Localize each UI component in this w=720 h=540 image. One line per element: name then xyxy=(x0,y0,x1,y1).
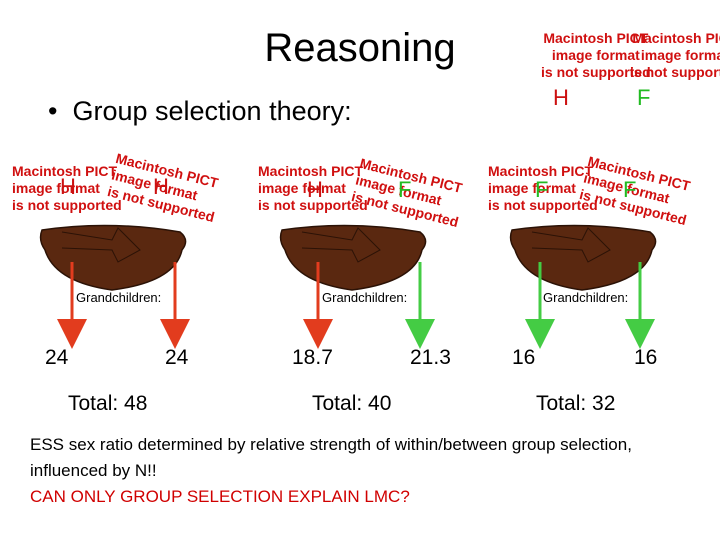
pict-placeholder-g1-a: Macintosh PICT image format is not support… xyxy=(12,163,122,213)
g2-letter-1: H xyxy=(307,177,323,202)
slide-title: Reasoning xyxy=(264,26,456,70)
g3-left-value: 16 xyxy=(512,346,536,369)
g3-letter-2: F xyxy=(623,177,637,202)
pict-placeholder-g2-a: Macintosh PICT image format is not support… xyxy=(258,163,368,213)
g1-total: Total: 48 xyxy=(68,392,148,415)
nest-group-2 xyxy=(279,224,435,349)
ess-statement: ESS sex ratio determined by relative str… xyxy=(30,435,632,480)
g3-letter-1: F xyxy=(535,177,549,202)
bullet-item: • Group selection theory: xyxy=(48,96,352,127)
bullet-text: Group selection theory: xyxy=(72,96,352,126)
g3-total: Total: 32 xyxy=(536,392,616,415)
nest-arrow-shape xyxy=(301,227,381,263)
g1-letter-2: H xyxy=(153,174,169,199)
g1-right-value: 24 xyxy=(165,346,189,369)
g2-grandchildren-label: Grandchildren: xyxy=(322,290,408,305)
top-letter-f: F xyxy=(637,85,651,110)
lmc-question: CAN ONLY GROUP SELECTION EXPLAIN LMC? xyxy=(30,487,410,506)
conclusion-text: ESS sex ratio determined by relative str… xyxy=(30,432,690,510)
g1-letter-1: H xyxy=(60,174,76,199)
nest-arrow-shape xyxy=(61,227,141,263)
g1-grandchildren-label: Grandchildren: xyxy=(76,290,162,305)
bullet-dot: • xyxy=(48,96,58,126)
nest-group-1 xyxy=(39,224,190,349)
g2-letter-2: F xyxy=(398,177,412,202)
pict-placeholder-g3-a: Macintosh PICT image format is not support… xyxy=(488,163,598,213)
nest-arrow-shape xyxy=(531,227,611,263)
pict-placeholder-top-1: Macintosh PICT image format is not support… xyxy=(541,30,651,80)
g3-right-value: 16 xyxy=(634,346,658,369)
g2-right-value: 21.3 xyxy=(410,346,451,369)
g2-left-value: 18.7 xyxy=(292,346,333,369)
nest-group-3 xyxy=(509,224,657,349)
g1-left-value: 24 xyxy=(45,346,69,369)
g2-total: Total: 40 xyxy=(312,392,392,415)
top-letter-h: H xyxy=(553,85,569,110)
g3-grandchildren-label: Grandchildren: xyxy=(543,290,629,305)
